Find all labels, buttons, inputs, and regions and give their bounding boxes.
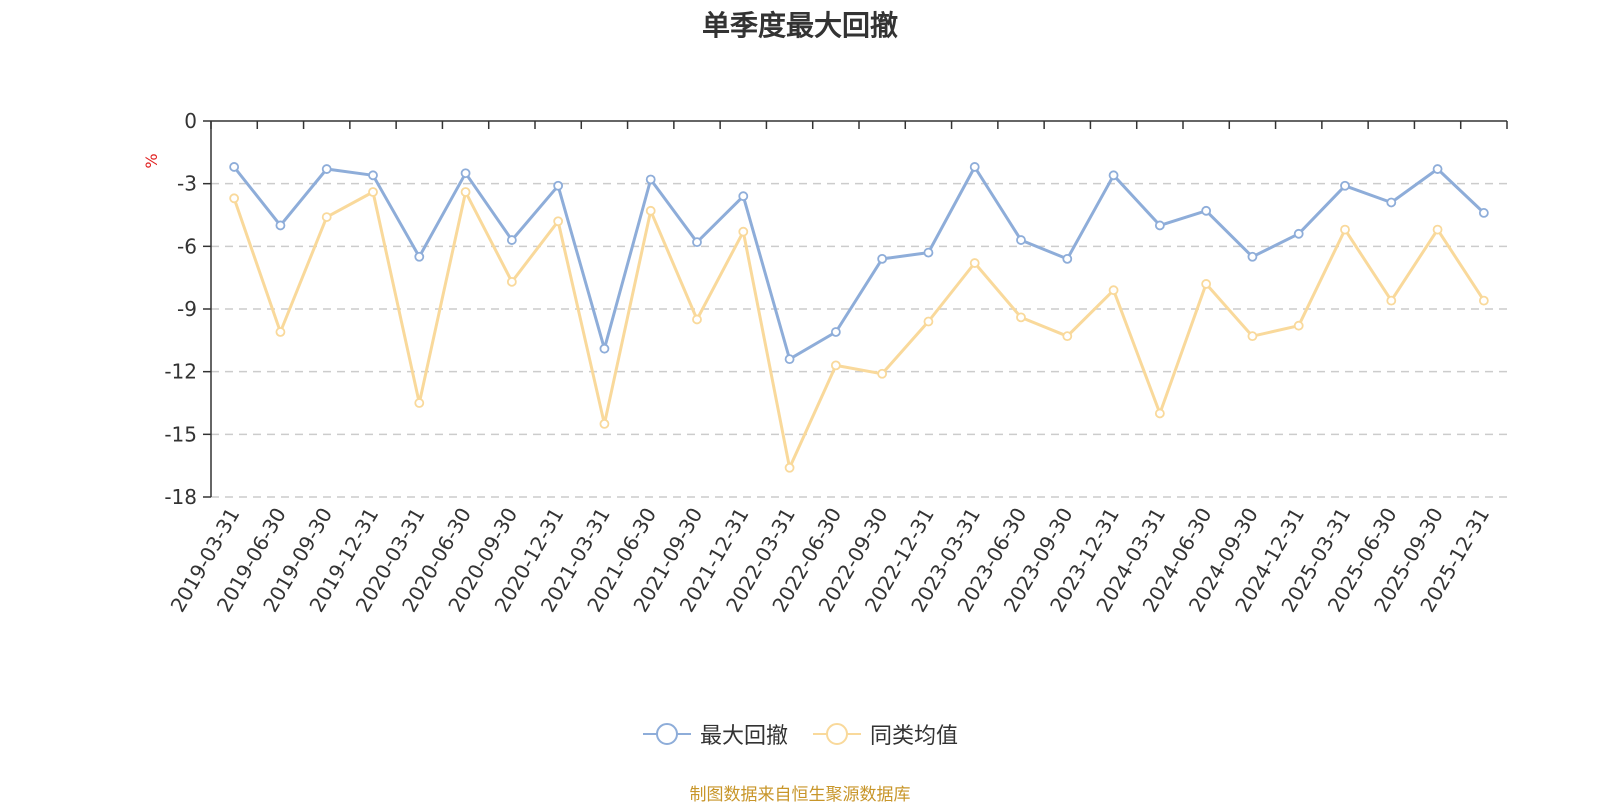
source-note: 制图数据来自恒生聚源数据库 [689, 785, 911, 805]
data-point [1247, 251, 1258, 262]
data-point [969, 258, 980, 268]
data-point [414, 251, 425, 262]
data-point [1386, 197, 1397, 208]
data-point [645, 174, 656, 185]
data-point [1062, 331, 1073, 342]
y-tick-label: -15 [164, 422, 197, 446]
data-point [553, 216, 564, 227]
data-point [414, 398, 425, 408]
data-point [599, 343, 610, 354]
series-line-1 [232, 190, 1486, 470]
legend-label: 同类均值 [870, 724, 959, 749]
data-point [1478, 295, 1489, 306]
y-tick-label: -9 [177, 297, 197, 321]
data-point [877, 368, 888, 379]
data-point [1201, 205, 1212, 216]
data-point [784, 354, 795, 365]
data-point [645, 205, 656, 216]
data-point [1108, 170, 1119, 181]
data-point [229, 162, 240, 172]
data-point [1293, 228, 1304, 239]
legend-marker-icon [642, 723, 691, 745]
data-point [877, 253, 888, 264]
y-tick-label: -6 [177, 234, 197, 258]
data-point [830, 327, 841, 337]
data-point [692, 237, 702, 248]
data-point [1340, 180, 1350, 191]
y-tick-label: -18 [164, 485, 197, 509]
data-point [1108, 285, 1119, 296]
y-tick-label: -3 [177, 172, 197, 196]
series-line-0 [232, 165, 1485, 361]
data-point [321, 212, 332, 222]
data-point [275, 220, 286, 231]
data-point [1154, 408, 1165, 419]
data-point [506, 276, 517, 287]
data-point [1478, 208, 1489, 218]
data-point [553, 180, 564, 191]
data-point [368, 187, 378, 197]
data-point [738, 191, 749, 202]
data-point [368, 170, 378, 181]
y-tick-label: 0 [184, 109, 197, 133]
y-axis-unit-label: % [142, 153, 161, 168]
data-point [275, 327, 286, 337]
legend: 最大回撤 同类均值 [0, 718, 1600, 750]
data-point [1293, 320, 1304, 331]
data-point [969, 162, 980, 172]
data-point [460, 168, 471, 179]
data-point [1016, 312, 1026, 323]
data-point [1432, 224, 1443, 235]
y-tick-label: -12 [164, 360, 197, 384]
data-point [599, 418, 610, 429]
data-point [784, 462, 795, 473]
data-point [229, 193, 240, 204]
chart-title: 单季度最大回撤 [701, 9, 898, 42]
data-point [1016, 235, 1026, 245]
data-point [1386, 295, 1397, 306]
legend-item-max-drawdown[interactable]: 最大回撤 [642, 718, 788, 750]
legend-marker-icon [813, 723, 861, 745]
data-point [923, 247, 934, 258]
data-point [1247, 331, 1258, 342]
data-point [692, 314, 702, 325]
data-point [738, 226, 749, 237]
legend-label: 最大回撤 [699, 724, 788, 749]
legend-item-peer-average[interactable]: 同类均值 [812, 718, 958, 750]
data-point [1062, 253, 1073, 264]
data-point [1154, 220, 1165, 231]
series-lines [229, 162, 1489, 473]
data-point [1201, 279, 1212, 289]
data-point [1340, 224, 1350, 235]
data-point [321, 164, 332, 174]
data-point [1432, 164, 1443, 174]
data-point [506, 235, 517, 245]
data-point [830, 360, 841, 371]
data-point [923, 316, 934, 327]
data-point [460, 187, 471, 197]
